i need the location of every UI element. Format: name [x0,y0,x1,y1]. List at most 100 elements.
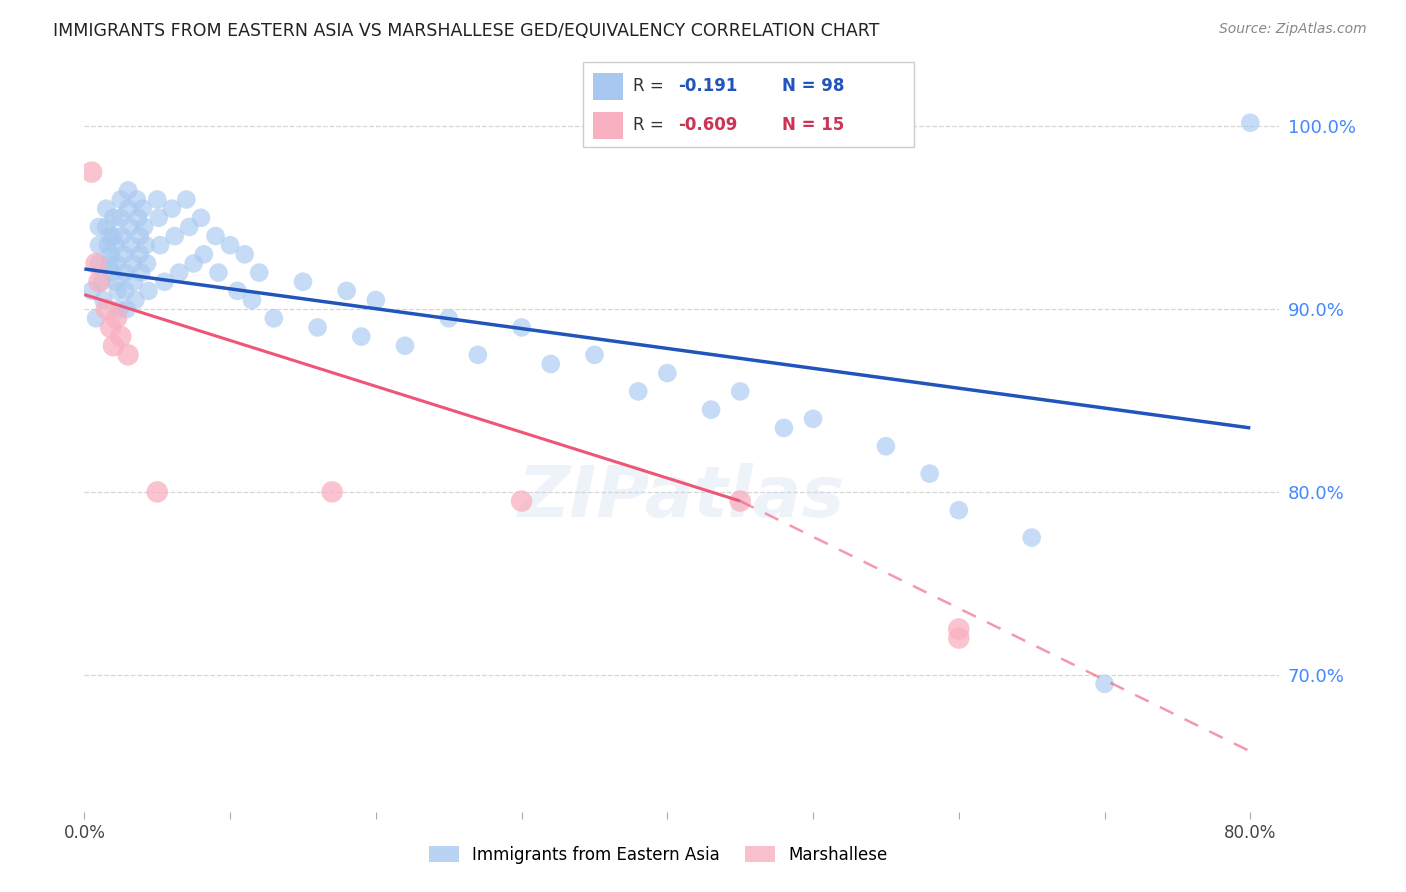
Point [207,266,229,280]
Point [183,256,205,270]
Point [773,421,796,435]
Point [700,402,723,417]
Point [87,238,110,252]
Point [84,256,107,270]
Point [510,494,533,508]
Point [167,266,190,280]
Point [114,284,136,298]
Point [132,219,156,234]
Point [121,256,143,270]
Text: -0.191: -0.191 [678,78,737,95]
Point [437,311,460,326]
Point [146,484,169,499]
Point [138,284,160,298]
Point [87,256,110,270]
Point [510,320,533,334]
Point [87,219,110,234]
Text: Source: ZipAtlas.com: Source: ZipAtlas.com [1219,22,1367,37]
Point [107,284,129,298]
Point [98,256,121,270]
Point [127,211,149,225]
Point [84,311,107,326]
Point [350,329,373,343]
Point [204,229,226,244]
Point [307,320,329,334]
Text: ZIPatlas: ZIPatlas [519,463,845,532]
Point [728,494,751,508]
Point [114,266,136,280]
Point [263,311,285,326]
Point [105,311,128,326]
Point [160,202,183,216]
Point [657,366,679,380]
Text: -0.609: -0.609 [678,116,737,134]
Point [117,202,139,216]
Point [117,348,139,362]
Text: R =: R = [633,116,669,134]
Text: N = 15: N = 15 [782,116,844,134]
Point [948,631,970,645]
Point [136,256,159,270]
Point [128,229,150,244]
Point [219,238,242,252]
Point [125,193,148,207]
Text: IMMIGRANTS FROM EASTERN ASIA VS MARSHALLESE GED/EQUIVALENCY CORRELATION CHART: IMMIGRANTS FROM EASTERN ASIA VS MARSHALL… [53,22,880,40]
Point [583,348,606,362]
Point [129,266,152,280]
Point [124,293,146,307]
Point [97,238,120,252]
Point [100,247,122,261]
Point [364,293,387,307]
Point [240,293,263,307]
Point [110,329,132,343]
Point [247,266,270,280]
Point [149,238,172,252]
Point [801,412,824,426]
Point [87,275,110,289]
FancyBboxPatch shape [593,112,623,139]
Point [105,256,128,270]
Point [100,320,122,334]
Point [115,302,138,317]
Point [101,266,124,280]
Point [118,219,141,234]
Point [105,275,128,289]
FancyBboxPatch shape [593,72,623,100]
Point [110,193,132,207]
Point [233,247,256,261]
Point [96,202,118,216]
Point [103,339,125,353]
Point [96,302,118,317]
Point [728,384,751,399]
Point [80,165,103,179]
Point [103,229,125,244]
Point [131,202,153,216]
Point [80,284,103,298]
Point [163,229,186,244]
Point [179,219,201,234]
Point [112,247,135,261]
Point [117,183,139,197]
Point [948,622,970,636]
Point [104,238,127,252]
Point [875,439,897,453]
Point [96,219,118,234]
Point [120,238,142,252]
Point [176,193,198,207]
Point [394,339,416,353]
Text: R =: R = [633,78,669,95]
Point [153,275,176,289]
Point [540,357,562,371]
Point [193,247,215,261]
Point [135,238,157,252]
Point [226,284,249,298]
Point [103,211,125,225]
Point [1094,677,1116,691]
Point [111,229,134,244]
Point [1021,531,1043,545]
FancyBboxPatch shape [583,62,914,147]
Text: N = 98: N = 98 [782,78,844,95]
Point [190,211,212,225]
Point [148,211,170,225]
Point [336,284,359,298]
